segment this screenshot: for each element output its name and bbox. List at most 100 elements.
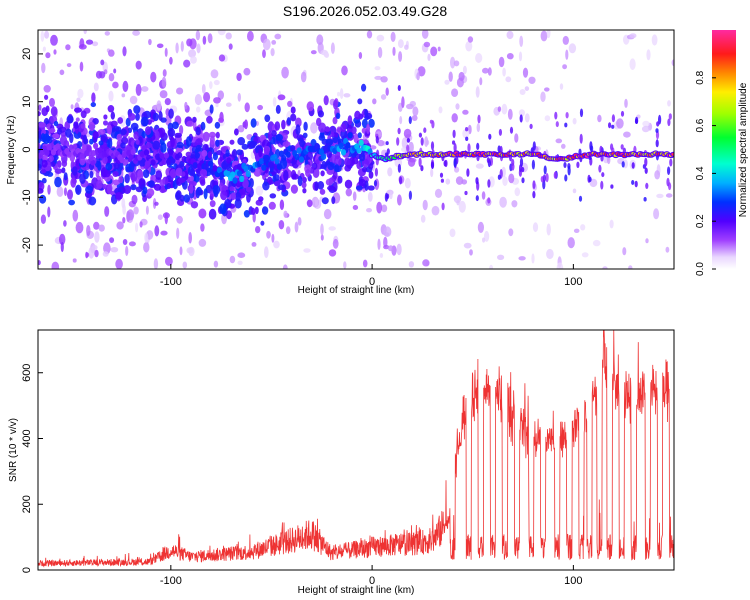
spectrogram-cell — [175, 42, 179, 54]
spectrogram-cell — [63, 220, 67, 227]
spectrogram-cell — [443, 160, 447, 167]
spectrogram-cell — [209, 200, 216, 208]
spectrogram-cell — [225, 32, 232, 40]
spectrogram-cell — [274, 121, 281, 131]
spectrogram-cell — [171, 121, 179, 130]
spectrogram-cell — [579, 108, 584, 118]
spectrogram-cell — [458, 200, 466, 213]
spectrogram-cell — [57, 160, 62, 168]
spectrogram-cell — [314, 197, 319, 207]
spectrogram-cell — [465, 136, 469, 141]
spectrogram-cell — [229, 139, 235, 145]
spectrogram-ridge-core — [671, 152, 674, 156]
spectrogram-cell — [665, 193, 673, 198]
spectrogram-cell — [271, 40, 277, 45]
spectrogram-cell — [396, 137, 400, 146]
spectrogram-cell — [297, 217, 302, 226]
spectrogram-cell — [406, 144, 410, 152]
spectrogram-cell — [108, 49, 115, 57]
spectrogram-cell — [487, 197, 491, 204]
spectrogram-cell — [168, 108, 174, 119]
spectrogram-ridge-cell — [166, 158, 172, 165]
spectrogram-cell — [337, 91, 340, 97]
spectrogram-cell — [305, 169, 311, 178]
spectrogram-cell — [91, 41, 99, 47]
spectrogram-cell — [49, 97, 55, 107]
spectrogram-cell — [330, 42, 335, 54]
spectrogram-cell — [90, 159, 96, 166]
spectrogram-cell — [94, 231, 100, 243]
spectrogram-cell — [665, 246, 670, 253]
spectrogram-ridge-cell — [163, 152, 169, 159]
spectrogram-cell — [508, 228, 514, 237]
spectrogram-cell — [175, 191, 181, 201]
spectrogram-cell — [234, 128, 239, 136]
spectrogram-cell — [488, 133, 492, 140]
spectrogram-cell — [140, 116, 149, 127]
spectrogram-cell — [212, 184, 221, 195]
spectrogram-cell — [300, 71, 307, 83]
spectrogram-cell — [188, 232, 192, 244]
spectrogram-cell — [467, 36, 474, 43]
spectrogram-cell — [190, 201, 199, 209]
spectrogram-cell — [122, 46, 127, 57]
spectrogram-cell — [144, 232, 149, 243]
spectrogram-cell — [85, 252, 90, 258]
spectrogram-cell — [477, 114, 481, 124]
spectrogram-cell — [616, 118, 624, 129]
spectrogram-cell — [121, 93, 126, 98]
spectrogram-cell — [234, 198, 242, 209]
spectrogram-cell — [199, 168, 208, 178]
spectrogram-cell — [477, 221, 484, 233]
spectrogram-cell — [176, 87, 184, 95]
spectrogram-cell — [175, 147, 183, 154]
spectrogram-cell — [237, 137, 246, 146]
spectrogram-cell — [366, 30, 373, 39]
spectrogram-cell — [357, 132, 362, 139]
spectrogram-cell — [522, 67, 529, 78]
spectrogram-cell — [524, 86, 530, 91]
spectrogram-cell — [161, 76, 167, 88]
spectrogram-cell — [53, 49, 57, 55]
spectrogram-cell — [93, 221, 100, 230]
spectrogram-cell — [362, 166, 368, 173]
spectrogram-cell — [57, 128, 62, 135]
spectrogram-cell — [624, 98, 628, 108]
spectrogram-ridge-cell — [55, 143, 61, 150]
spectrogram-cell — [236, 72, 242, 82]
spectrogram-cell — [118, 176, 124, 184]
spectrogram-cell — [451, 88, 459, 97]
spectrogram-cell — [102, 168, 111, 178]
spectrogram-cell — [430, 141, 435, 151]
spectrogram-cell — [50, 106, 58, 117]
spectrogram-cell — [113, 162, 121, 170]
spectrogram-cell — [511, 200, 518, 208]
spectrogram-cell — [225, 102, 232, 107]
spectrogram-cell — [217, 30, 226, 36]
spectrogram-cell — [167, 128, 176, 137]
spectrogram-cell — [621, 161, 625, 168]
spectrogram-cell — [51, 261, 60, 269]
spectrogram-ridge-cell — [179, 160, 185, 168]
spectrogram-cell — [141, 86, 149, 92]
spectrogram-cell — [76, 97, 81, 103]
spectrogram-cell — [75, 184, 82, 195]
spectrogram-cell — [102, 183, 107, 190]
spectrogram-cell — [228, 43, 233, 50]
spectrogram-cell — [68, 199, 75, 206]
spectrogram-cell — [112, 81, 119, 89]
spectrogram-cell — [120, 142, 126, 149]
spectrogram-cell — [387, 167, 393, 177]
spectrogram-cell — [302, 132, 308, 139]
spectrogram-cell — [422, 259, 430, 267]
spectrogram-cell — [518, 109, 526, 117]
spectrogram-cell — [189, 168, 196, 178]
spectrogram-cell — [103, 242, 111, 255]
spectrogram-cell — [122, 204, 126, 215]
spectrogram-cell — [567, 237, 575, 249]
spectrogram-cell — [250, 118, 257, 128]
spectrogram-cell — [519, 114, 523, 123]
snr-background — [38, 330, 674, 570]
spectrogram-cell — [88, 196, 97, 206]
spectrogram-cell — [352, 205, 359, 210]
